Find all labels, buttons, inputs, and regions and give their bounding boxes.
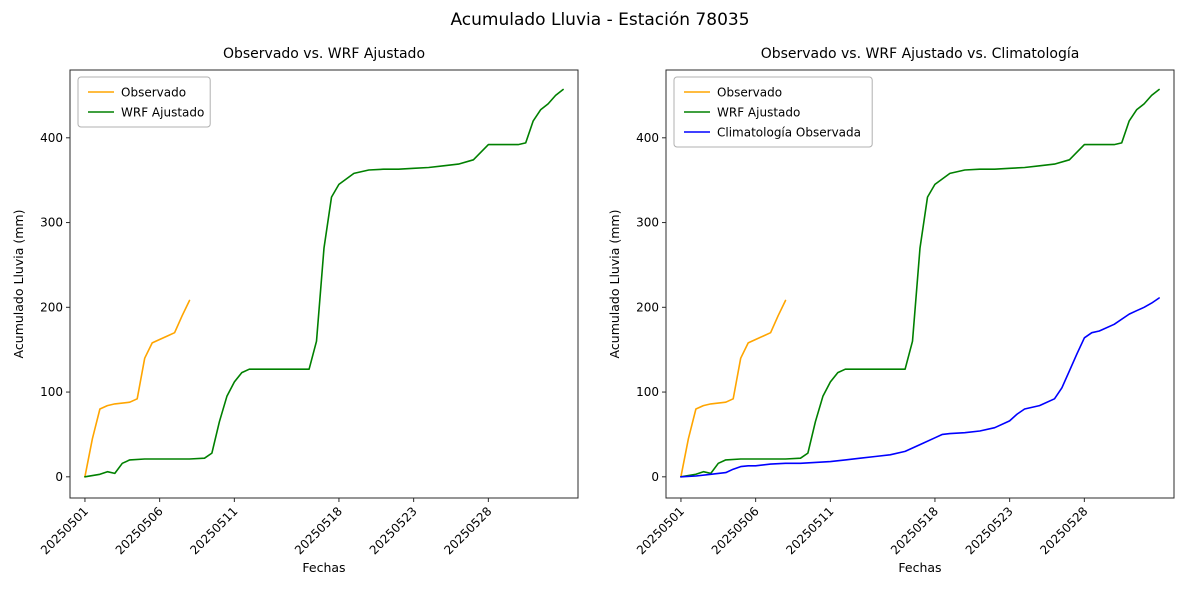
x-tick-label: 20250501 — [634, 504, 687, 557]
y-tick-label: 100 — [40, 385, 63, 399]
y-tick-label: 0 — [55, 470, 63, 484]
y-tick-label: 200 — [40, 300, 63, 314]
y-axis-label: Acumulado Lluvia (mm) — [11, 210, 26, 359]
y-tick-label: 400 — [40, 131, 63, 145]
chart-canvas: Observado vs. WRF Ajustado 0 100 200 300 400 2… — [11, 46, 579, 575]
series-line-climatología-observada — [680, 297, 1160, 478]
legend-frame — [77, 76, 211, 128]
series-line-observado — [680, 299, 787, 478]
chart-canvas: Observado vs. WRF Ajustado vs. Climatolo… — [607, 46, 1175, 575]
y-tick-label: 0 — [651, 470, 659, 484]
right-chart-observado-wrf-climatologia: Observado vs. WRF Ajustado vs. Climatolo… — [606, 38, 1191, 598]
x-tick-label: 20250506 — [113, 504, 166, 557]
subplot-title: Observado vs. WRF Ajustado vs. Climatolo… — [761, 46, 1080, 62]
legend-label: Observado — [121, 86, 186, 100]
series-line-observado — [84, 299, 191, 478]
x-tick-label: 20250518 — [888, 504, 941, 557]
series-line-wrf-ajustado — [84, 88, 564, 478]
legend-label: Observado — [717, 86, 782, 100]
x-tick-label: 20250528 — [441, 504, 494, 557]
left-chart-observado-vs-wrf: Observado vs. WRF Ajustado 0 100 200 300 400 2… — [10, 38, 595, 598]
y-tick-label: 300 — [636, 216, 659, 230]
legend: Observado WRF Ajustado Climatología Observ… — [673, 76, 873, 148]
series-line-wrf-ajustado — [680, 88, 1160, 478]
x-tick-label: 20250511 — [783, 504, 836, 557]
y-axis-label: Acumulado Lluvia (mm) — [607, 210, 622, 359]
y-tick-label: 400 — [636, 131, 659, 145]
legend-frame — [673, 76, 873, 148]
y-tick-label: 300 — [40, 216, 63, 230]
plot-frame — [665, 69, 1175, 499]
x-axis-label: Fechas — [898, 560, 941, 575]
x-axis-label: Fechas — [302, 560, 345, 575]
legend-label: WRF Ajustado — [717, 106, 800, 120]
x-tick-label: 20250523 — [367, 504, 420, 557]
figure-title: Acumulado Lluvia - Estación 78035 — [450, 10, 750, 30]
x-tick-label: 20250523 — [963, 504, 1016, 557]
x-tick-label: 20250518 — [292, 504, 345, 557]
x-tick-label: 20250501 — [38, 504, 91, 557]
x-tick-label: 20250511 — [187, 504, 240, 557]
x-tick-label: 20250506 — [709, 504, 762, 557]
y-tick-label: 100 — [636, 385, 659, 399]
legend: Observado WRF Ajustado — [77, 76, 211, 128]
subplot-title: Observado vs. WRF Ajustado — [223, 46, 425, 62]
y-tick-label: 200 — [636, 300, 659, 314]
plot-frame — [69, 69, 579, 499]
legend-label: Climatología Observada — [717, 126, 861, 140]
x-tick-label: 20250528 — [1037, 504, 1090, 557]
legend-label: WRF Ajustado — [121, 106, 204, 120]
